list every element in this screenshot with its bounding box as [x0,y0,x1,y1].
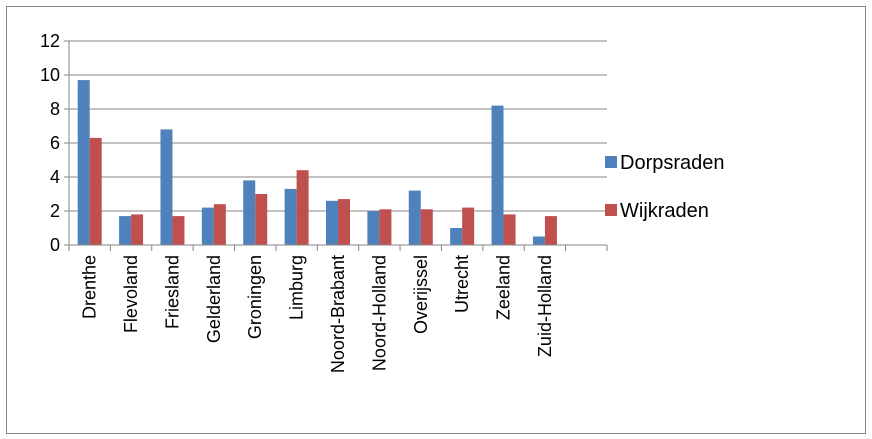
x-tick-label: Zeeland [494,255,514,320]
bar-dorpsraden-utrecht [450,228,463,245]
legend-swatch [605,156,617,168]
x-tick-label: Gelderland [204,255,224,343]
y-tick-label: 4 [50,167,60,187]
y-tick-label: 8 [50,99,60,119]
gridlines [69,40,607,212]
bar-dorpsraden-zuid-holland [532,236,545,245]
y-tick-label: 10 [40,65,60,85]
bar-wijkraden-gelderland [213,204,226,245]
x-tick-label: Groningen [245,255,265,339]
bar-dorpsraden-groningen [243,180,256,245]
y-tick-label: 12 [40,31,60,51]
x-tick-label: Noord-Holland [369,255,389,371]
legend: Dorpsraden Wijkraden [605,152,725,222]
legend-label: Dorpsraden [620,152,725,174]
chart-frame: 0 2 4 6 8 10 12 Drenthe Flevoland Friesland Gelde… [6,6,866,434]
bar-wijkraden-drenthe [89,137,102,245]
y-tick-label: 2 [50,201,60,221]
x-tick-label: Noord-Brabant [328,255,348,373]
bar-dorpsraden-overijssel [408,190,421,245]
bar-dorpsraden-drenthe [77,80,90,245]
bar-wijkraden-zeeland [503,214,516,245]
x-tick-label: Limburg [287,255,307,320]
x-tick-label: Overijssel [411,255,431,334]
legend-swatch [605,204,617,216]
x-tick-label: Zuid-Holland [535,255,555,357]
bar-wijkraden-groningen [255,194,268,245]
x-tick-label: Drenthe [80,255,100,319]
bar-dorpsraden-flevoland [119,216,132,245]
x-tick-label: Flevoland [121,255,141,333]
bar-wijkraden-limburg [296,170,309,245]
axes [64,40,608,251]
bar-wijkraden-friesland [172,216,185,245]
legend-label: Wijkraden [620,200,709,222]
bar-dorpsraden-limburg [284,188,297,245]
bar-chart: 0 2 4 6 8 10 12 Drenthe Flevoland Friesland Gelde… [40,31,725,373]
y-tick-labels: 0 2 4 6 8 10 12 [40,31,60,255]
x-tick-label: Friesland [162,255,182,329]
bar-dorpsraden-friesland [160,129,173,245]
bar-dorpsraden-noord-holland [367,211,380,245]
bar-wijkraden-zuid-holland [544,216,557,245]
bar-wijkraden-overijssel [420,209,433,245]
bar-wijkraden-utrecht [462,207,475,245]
bar-wijkraden-noord-holland [379,209,392,245]
x-tick-label: Utrecht [452,255,472,313]
bar-dorpsraden-noord-brabant [326,200,338,245]
bar-wijkraden-noord-brabant [338,199,350,245]
x-tick-labels: Drenthe Flevoland Friesland Gelderland Groni… [80,255,555,373]
bar-wijkraden-flevoland [131,214,144,245]
y-tick-label: 0 [50,235,60,255]
bar-dorpsraden-zeeland [491,105,504,245]
bar-dorpsraden-gelderland [201,207,214,245]
y-tick-label: 6 [50,133,60,153]
bars [77,80,557,245]
